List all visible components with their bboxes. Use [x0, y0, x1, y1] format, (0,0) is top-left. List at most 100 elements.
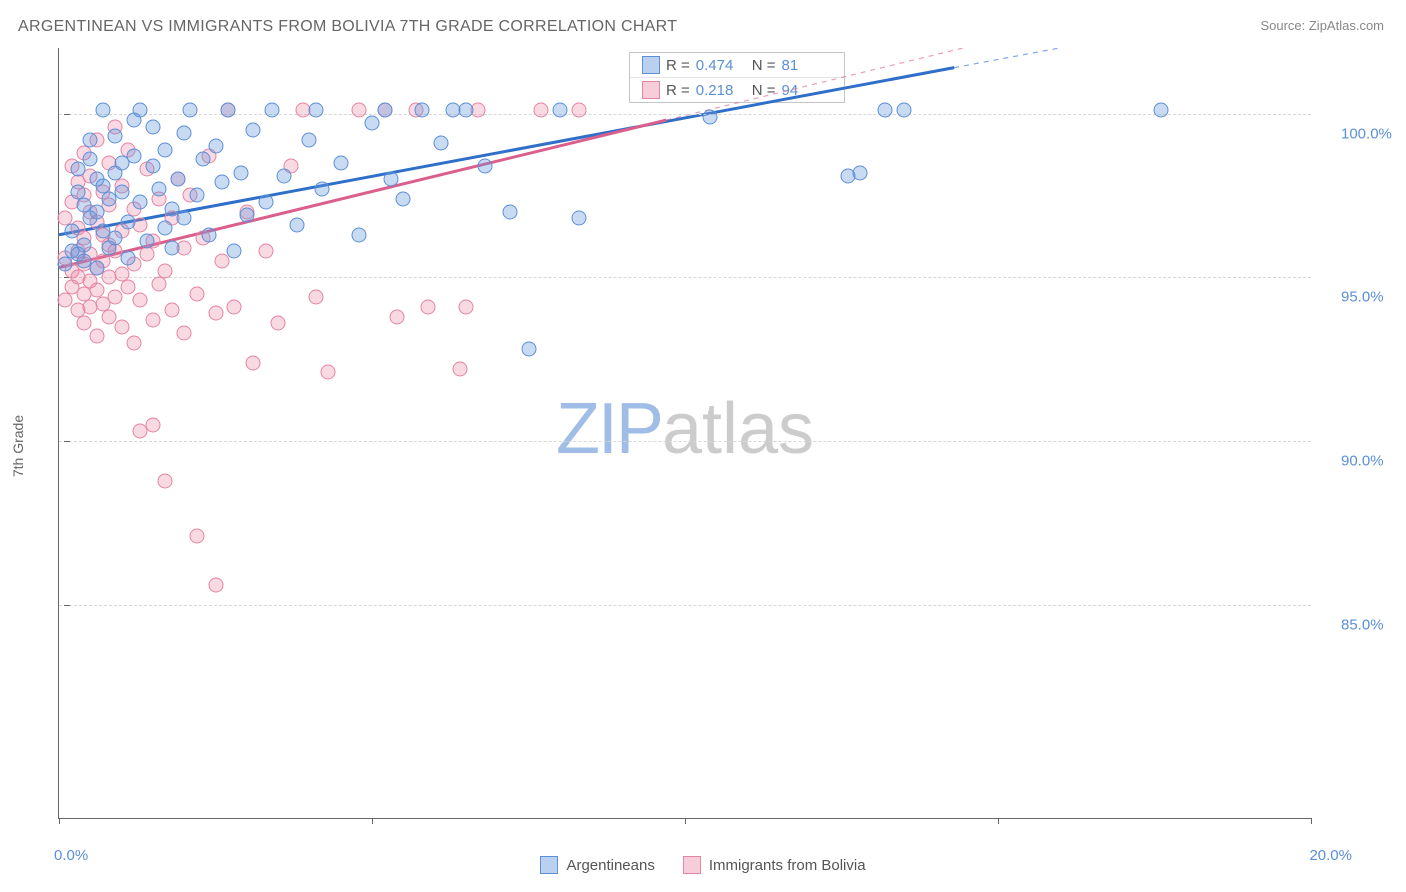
- legend-label-b: Immigrants from Bolivia: [709, 857, 866, 874]
- scatter-point: [158, 142, 173, 157]
- scatter-point: [95, 103, 110, 118]
- scatter-point: [83, 132, 98, 147]
- gridline-h: [59, 277, 1311, 278]
- scatter-point: [277, 168, 292, 183]
- scatter-point: [452, 362, 467, 377]
- scatter-point: [152, 181, 167, 196]
- scatter-point: [271, 316, 286, 331]
- scatter-point: [77, 237, 92, 252]
- scatter-point: [158, 473, 173, 488]
- x-tick: [372, 818, 373, 824]
- scatter-point: [383, 172, 398, 187]
- scatter-point: [189, 529, 204, 544]
- scatter-point: [289, 217, 304, 232]
- scatter-point: [189, 286, 204, 301]
- y-axis-title: 7th Grade: [10, 415, 26, 477]
- scatter-point: [89, 329, 104, 344]
- gridline-h: [59, 605, 1311, 606]
- scatter-point: [189, 188, 204, 203]
- scatter-point: [183, 103, 198, 118]
- scatter-point: [133, 103, 148, 118]
- scatter-point: [502, 204, 517, 219]
- scatter-point: [246, 122, 261, 137]
- scatter-point: [83, 152, 98, 167]
- scatter-point: [308, 290, 323, 305]
- x-label-min: 0.0%: [54, 847, 88, 864]
- scatter-point: [145, 312, 160, 327]
- scatter-point: [521, 342, 536, 357]
- scatter-point: [352, 103, 367, 118]
- scatter-point: [208, 139, 223, 154]
- n-label: N =: [752, 82, 776, 99]
- scatter-point: [321, 365, 336, 380]
- scatter-point: [127, 149, 142, 164]
- scatter-point: [258, 195, 273, 210]
- scatter-point: [552, 103, 567, 118]
- swatch-blue-icon: [540, 856, 558, 874]
- scatter-point: [145, 158, 160, 173]
- scatter-point: [158, 263, 173, 278]
- scatter-point: [177, 211, 192, 226]
- scatter-point: [195, 152, 210, 167]
- scatter-point: [477, 158, 492, 173]
- scatter-point: [214, 175, 229, 190]
- scatter-point: [258, 244, 273, 259]
- scatter-point: [1153, 103, 1168, 118]
- scatter-point: [853, 165, 868, 180]
- scatter-point: [120, 214, 135, 229]
- scatter-point: [208, 578, 223, 593]
- source-label: Source: ZipAtlas.com: [1260, 18, 1384, 33]
- scatter-point: [158, 221, 173, 236]
- x-label-max: 20.0%: [1309, 847, 1352, 864]
- scatter-point: [214, 253, 229, 268]
- scatter-point: [139, 234, 154, 249]
- scatter-point: [152, 276, 167, 291]
- stats-legend: R = 0.474 N = 81 R = 0.218 N = 94: [629, 52, 845, 103]
- scatter-point: [314, 181, 329, 196]
- legend-label-a: Argentineans: [566, 857, 654, 874]
- scatter-point: [534, 103, 549, 118]
- scatter-point: [377, 103, 392, 118]
- y-tick: [64, 441, 70, 442]
- watermark: ZIPatlas: [556, 388, 814, 470]
- scatter-point: [208, 306, 223, 321]
- scatter-point: [396, 191, 411, 206]
- scatter-point: [170, 172, 185, 187]
- scatter-point: [352, 227, 367, 242]
- swatch-pink-icon: [642, 81, 660, 99]
- scatter-point: [239, 208, 254, 223]
- scatter-point: [458, 299, 473, 314]
- trend-lines: [59, 48, 1311, 818]
- scatter-point: [202, 227, 217, 242]
- scatter-point: [571, 211, 586, 226]
- scatter-point: [390, 309, 405, 324]
- scatter-point: [227, 299, 242, 314]
- swatch-pink-icon: [683, 856, 701, 874]
- scatter-point: [89, 260, 104, 275]
- x-tick: [1311, 818, 1312, 824]
- y-tick: [64, 605, 70, 606]
- scatter-point: [145, 119, 160, 134]
- scatter-point: [164, 240, 179, 255]
- scatter-point: [308, 103, 323, 118]
- scatter-point: [164, 303, 179, 318]
- chart-plot-area: ZIPatlas R = 0.474 N = 81 R = 0.218 N = …: [58, 48, 1311, 819]
- scatter-point: [139, 247, 154, 262]
- n-value-b: 94: [782, 82, 832, 99]
- scatter-point: [108, 231, 123, 246]
- scatter-point: [114, 185, 129, 200]
- watermark-part2: atlas: [662, 389, 814, 469]
- scatter-point: [177, 326, 192, 341]
- scatter-point: [221, 103, 236, 118]
- scatter-point: [133, 195, 148, 210]
- scatter-point: [127, 335, 142, 350]
- bottom-legend: Argentineans Immigrants from Bolivia: [0, 856, 1406, 874]
- gridline-h: [59, 114, 1311, 115]
- scatter-point: [333, 155, 348, 170]
- scatter-point: [415, 103, 430, 118]
- gridline-h: [59, 441, 1311, 442]
- x-tick: [59, 818, 60, 824]
- watermark-part1: ZIP: [556, 389, 662, 469]
- scatter-point: [89, 204, 104, 219]
- scatter-point: [64, 224, 79, 239]
